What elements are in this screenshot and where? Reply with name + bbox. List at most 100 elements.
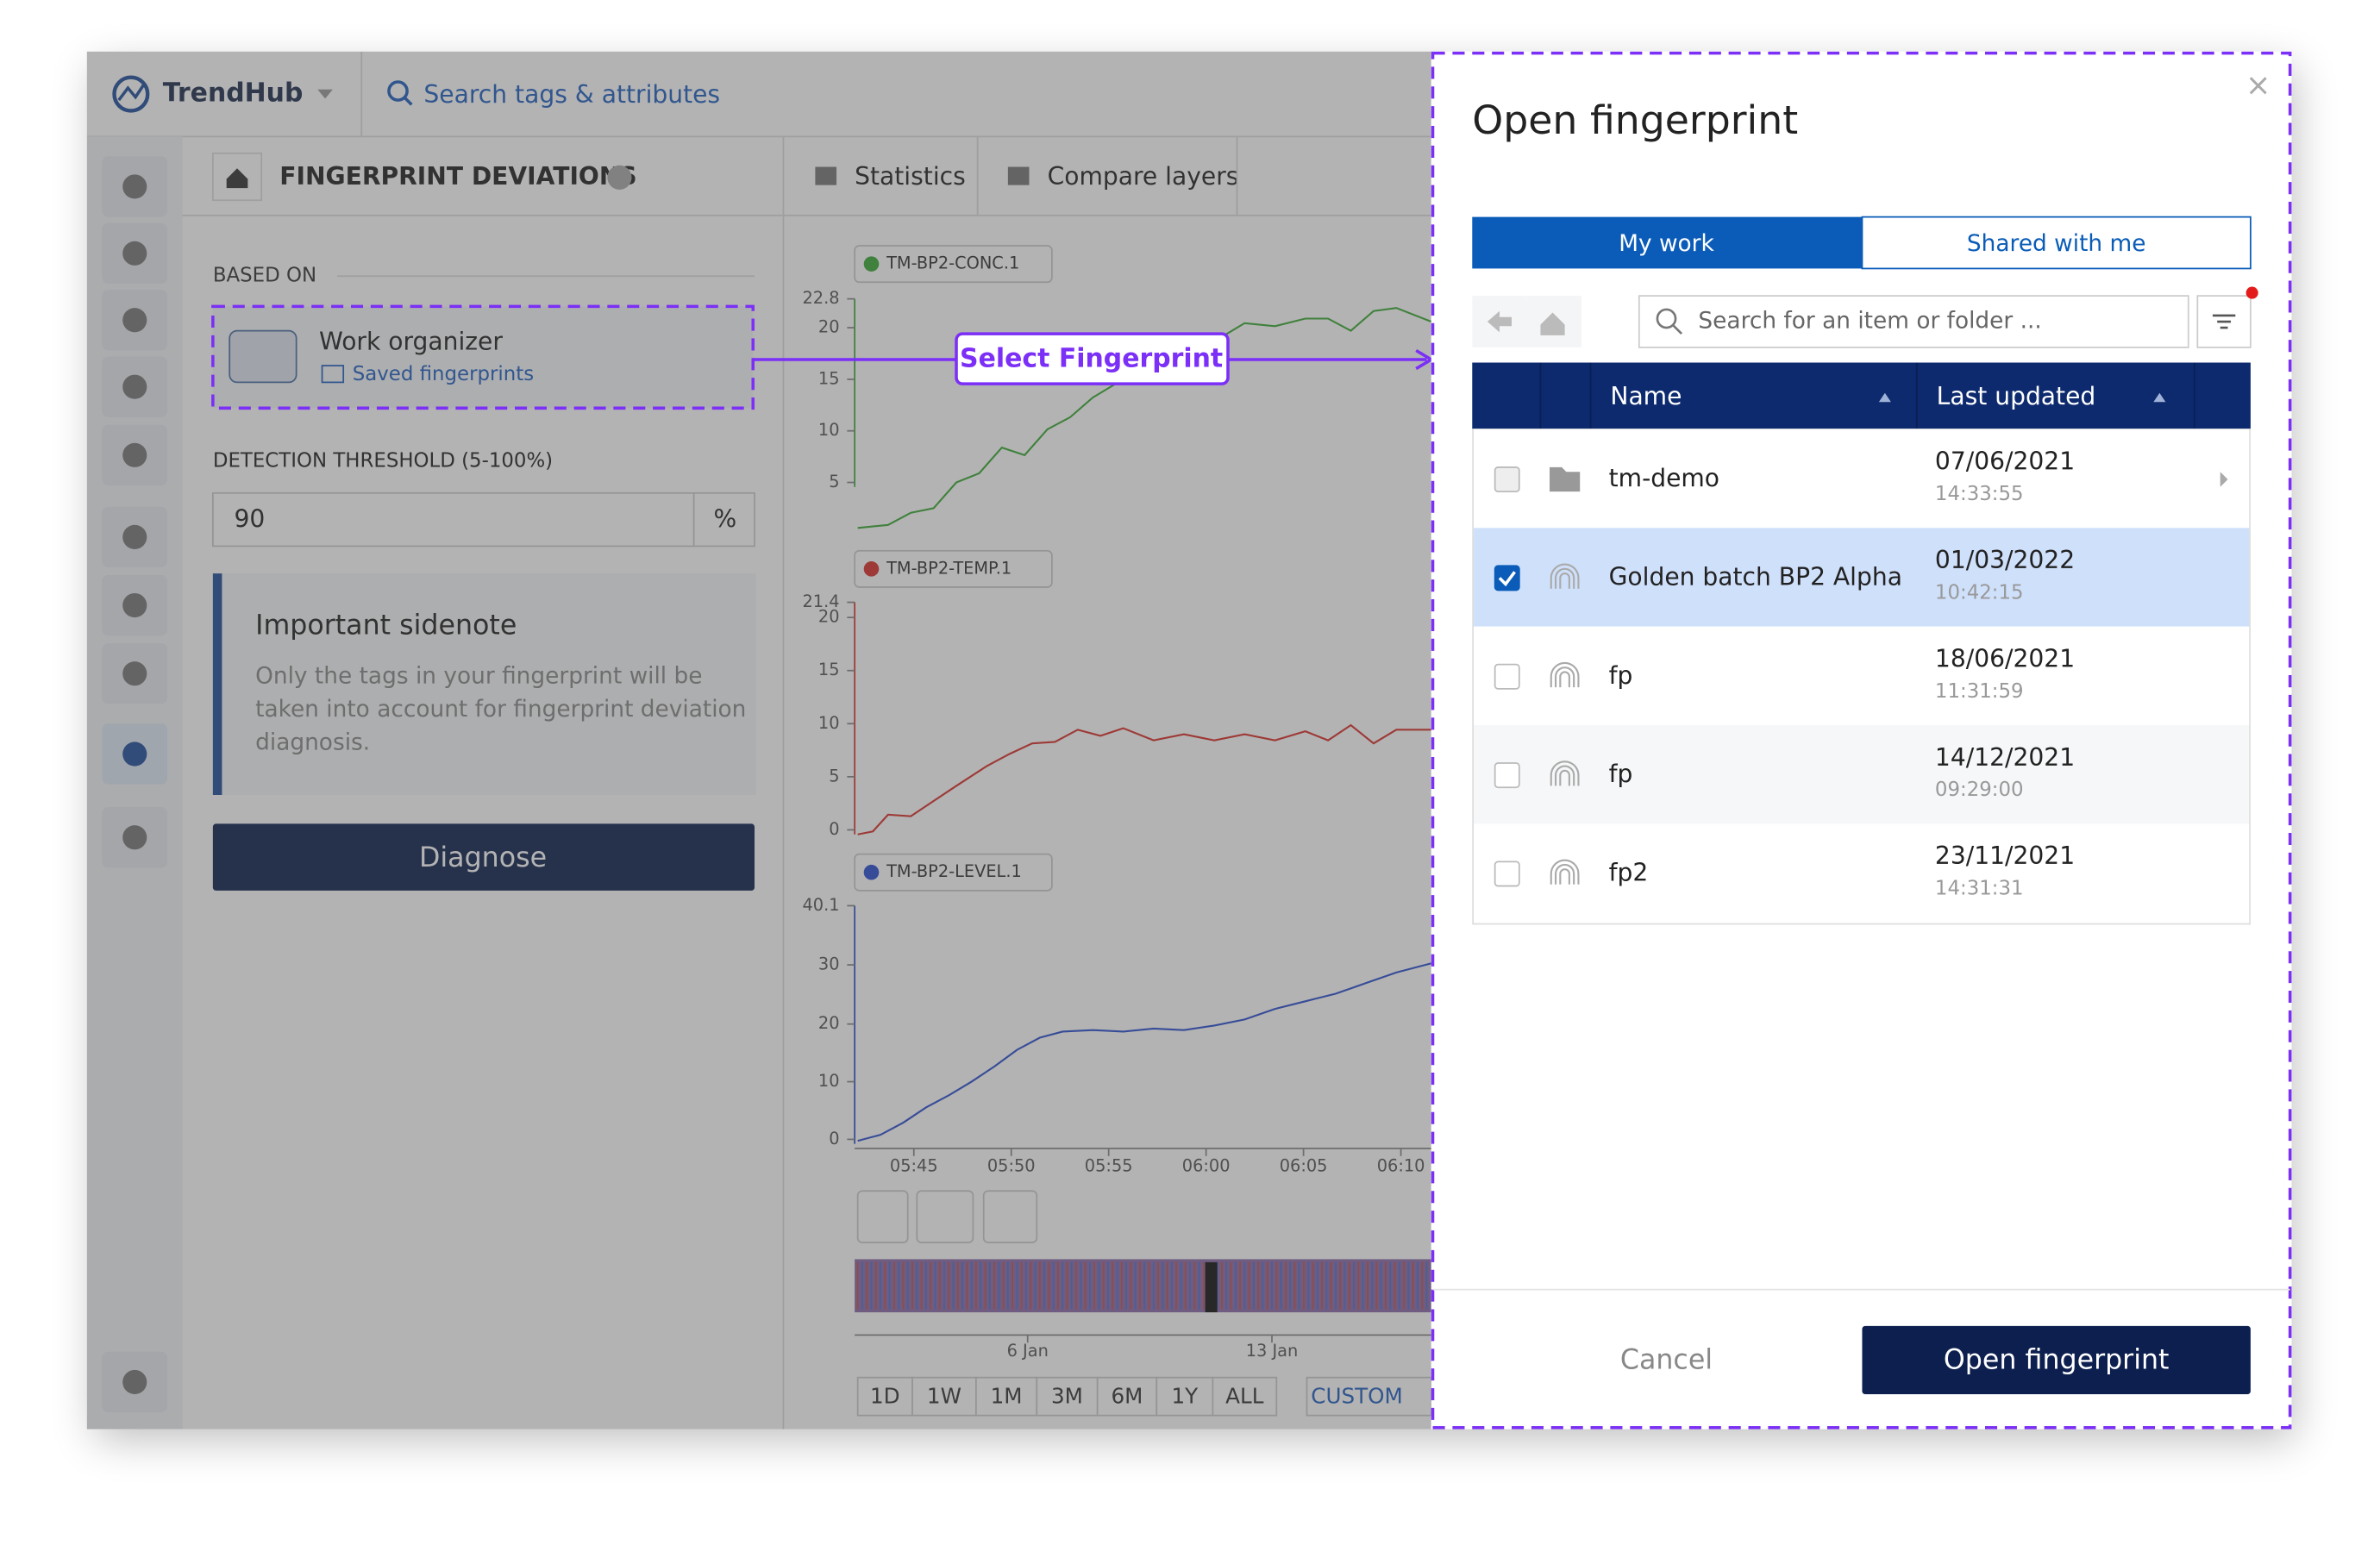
tag-name: TM-BP2-LEVEL.1 (886, 861, 1022, 881)
range-button[interactable] (1036, 1376, 1099, 1417)
tag-chip[interactable] (854, 245, 1053, 284)
toolbar-tab[interactable]: Compare layers (1048, 162, 1239, 191)
range-button[interactable] (1212, 1376, 1278, 1417)
item-date: 23/11/2021 (1935, 842, 2075, 870)
home-icon (226, 168, 248, 189)
search-input[interactable]: Search tags & attributes (423, 80, 720, 109)
dim-overlay (86, 51, 1431, 1430)
logo-mark (117, 82, 147, 102)
expand-icon[interactable] (2220, 472, 2228, 487)
tag-chip[interactable] (854, 853, 1053, 892)
nav-button[interactable] (982, 1190, 1038, 1243)
close-button[interactable]: × (2245, 67, 2270, 103)
y-tick-label: 0 (829, 1129, 839, 1148)
y-tick-label: 10 (818, 1071, 840, 1091)
dropdown[interactable] (317, 89, 333, 99)
brand: TrendHub (163, 78, 304, 109)
threshold-input[interactable] (211, 491, 755, 548)
checkbox[interactable] (1494, 762, 1520, 789)
checkbox[interactable] (1494, 565, 1520, 591)
item-time: 10:42:15 (1935, 581, 2024, 604)
sidebar-icon (122, 592, 147, 618)
sidebar-icon (122, 374, 147, 399)
range-label: ALL (1225, 1384, 1264, 1409)
y-tick-label: 0 (829, 819, 839, 839)
nav-button[interactable] (916, 1190, 974, 1243)
sidebar-icon (122, 825, 147, 850)
tab[interactable] (1861, 216, 2252, 270)
y-tick-label: 5 (829, 472, 839, 491)
sort-icon[interactable] (2153, 392, 2166, 403)
cancel-button[interactable] (1472, 1325, 1861, 1395)
table-row[interactable]: fp2 23/11/2021 14:31:31 (1474, 823, 2250, 923)
source-card[interactable] (212, 306, 754, 409)
y-tick-label: 10 (818, 420, 840, 440)
x-tick-label: 05:45 (890, 1156, 938, 1176)
item-time: 09:29:00 (1935, 779, 2024, 801)
fingerprint-icon (1550, 563, 1580, 589)
x-tick-label: 05:50 (987, 1156, 1036, 1176)
sidenote-title: Important sidenote (255, 610, 517, 641)
confirm-button[interactable] (1862, 1325, 2251, 1395)
range-button[interactable] (975, 1376, 1038, 1417)
table-row[interactable]: Golden batch BP2 Alpha 01/03/2022 10:42:15 (1474, 528, 2250, 627)
row-bg (1474, 725, 2250, 824)
fingerprint-icon (1559, 671, 1570, 688)
range-label: CUSTOM (1311, 1384, 1403, 1409)
search-placeholder: Search for an item or folder ... (1698, 309, 2041, 335)
dialog-title: Open fingerprint (1472, 97, 1798, 143)
toolbar-tab[interactable]: Statistics (855, 162, 966, 191)
y-tick-label: 20 (818, 317, 840, 337)
threshold-unit: % (714, 505, 737, 534)
y-tick-label: 30 (818, 954, 840, 974)
tag-chip[interactable] (854, 549, 1053, 588)
range-label: 1Y (1171, 1384, 1199, 1409)
checkbox[interactable] (1494, 663, 1520, 690)
item-date: 18/06/2021 (1935, 644, 2075, 673)
y-tick-label: 22.8 (802, 288, 839, 308)
logo (112, 75, 150, 113)
nav-tick-label: 13 Jan (1246, 1341, 1299, 1361)
fingerprint-icon (1554, 666, 1575, 688)
range-button[interactable] (1156, 1376, 1214, 1417)
item-date: 01/03/2022 (1935, 546, 2075, 574)
confirm-label: Open fingerprint (1944, 1344, 2170, 1375)
range-button[interactable] (1306, 1376, 1432, 1417)
range-button[interactable] (1096, 1376, 1158, 1417)
table-row[interactable]: fp 14/12/2021 09:29:00 (1474, 725, 2250, 824)
table-row[interactable]: fp 18/06/2021 11:31:59 (1474, 626, 2250, 726)
checkbox[interactable] (1494, 466, 1520, 492)
table-row[interactable]: tm-demo 07/06/2021 14:33:55 (1474, 429, 2250, 529)
sidebar-icon (122, 174, 147, 199)
section-label: BASED ON (213, 265, 316, 287)
y-tick-label: 40.1 (802, 895, 839, 915)
tab-label: My work (1619, 231, 1714, 257)
y-tick-label: 21.4 (802, 591, 839, 611)
fingerprint-icon (1559, 573, 1570, 589)
checkbox[interactable] (1494, 860, 1520, 887)
search-icon (1671, 323, 1683, 335)
tab-icon (1007, 166, 1030, 185)
trend-chart: 40.1 30 20 10 0 TM-BP2-LEVEL.1 (802, 853, 1432, 1148)
app: TrendHub Search tags & attributes FINGERPR… (86, 51, 1432, 1430)
back-icon (1487, 310, 1513, 333)
tab-active[interactable] (1472, 216, 1863, 269)
trend-line (857, 723, 1431, 835)
item-time: 14:33:55 (1935, 483, 2024, 505)
column-header: Name (1610, 382, 1682, 410)
diagnose-button[interactable] (212, 823, 755, 891)
item-time: 14:31:31 (1935, 878, 2024, 900)
navigator-handle[interactable] (1205, 1261, 1218, 1312)
sort-icon[interactable] (1878, 392, 1891, 403)
range-label: 3M (1051, 1384, 1083, 1409)
arrow-label-box (955, 332, 1230, 385)
fingerprint-icon (1554, 765, 1575, 786)
y-tick-label: 5 (829, 766, 839, 785)
folder-mini (321, 365, 345, 384)
nav-button[interactable] (856, 1190, 909, 1243)
cancel-label: Cancel (1620, 1344, 1713, 1375)
item-name: fp2 (1609, 858, 1649, 886)
x-tick-label: 06:00 (1182, 1156, 1231, 1176)
search-box[interactable] (1638, 295, 2189, 348)
item-date: 07/06/2021 (1935, 447, 2075, 476)
